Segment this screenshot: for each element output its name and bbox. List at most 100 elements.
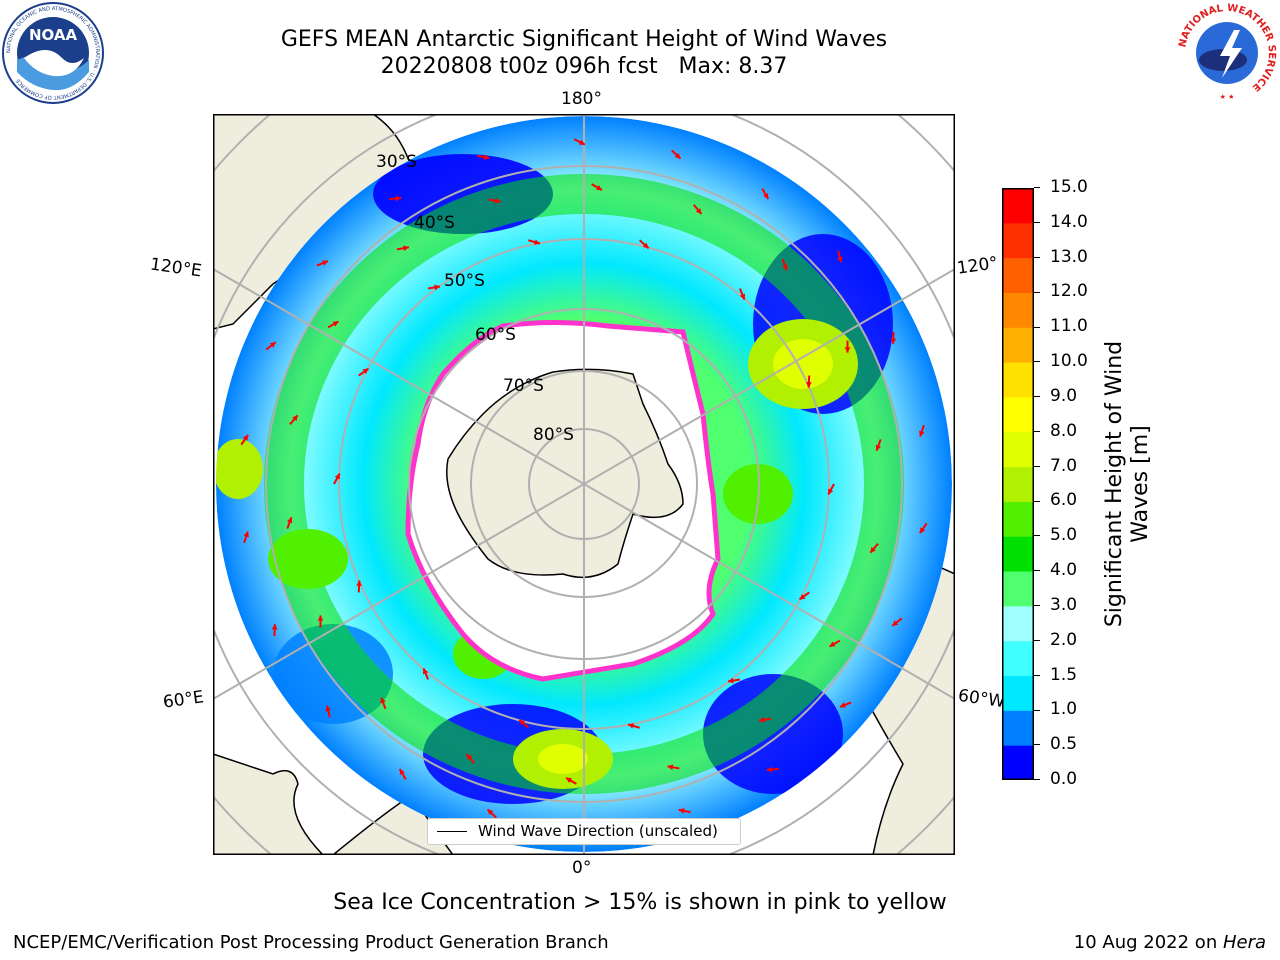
wave-direction-arrowhead	[870, 546, 876, 553]
colorbar-tick	[1034, 500, 1040, 502]
colorbar-tick-label: 1.5	[1050, 664, 1078, 685]
colorbar-segment	[1002, 501, 1034, 537]
colorbar-tick	[1034, 326, 1040, 328]
colorbar-segment	[1002, 222, 1034, 259]
wave-direction-arrowhead	[695, 208, 702, 215]
wave-direction-arrowhead	[317, 615, 324, 621]
colorbar-tick	[1034, 291, 1040, 293]
lat-label-80s: 80°S	[533, 425, 574, 445]
colorbar-tick	[1034, 779, 1040, 781]
footer-right: 10 Aug 2022 on Hera	[1073, 932, 1266, 953]
colorbar-segment	[1002, 536, 1034, 572]
wave-direction-arrowhead	[395, 195, 402, 202]
wave-direction-arrowhead	[434, 284, 440, 291]
wave-direction-arrowhead	[422, 668, 429, 675]
lat-label-70s: 70°S	[503, 376, 544, 396]
colorbar-segment	[1002, 466, 1034, 502]
wave-direction-arrowhead	[494, 197, 501, 204]
colorbar-segment	[1002, 396, 1034, 433]
wave-direction-arrowhead	[534, 239, 540, 245]
wave-direction-arrowhead	[334, 473, 340, 480]
colorbar-segment	[1002, 431, 1034, 468]
wave-direction-arrowhead	[766, 766, 773, 773]
wave-direction-arrowhead	[466, 753, 473, 760]
wave-direction-arrowhead	[565, 777, 572, 784]
svg-text:NOAA: NOAA	[29, 26, 78, 44]
colorbar-tick	[1034, 605, 1040, 607]
wave-direction-arrowhead	[829, 641, 836, 647]
colorbar-segment	[1002, 292, 1034, 328]
colorbar-tick	[1034, 570, 1040, 572]
colorbar-tick-label: 10.0	[1050, 351, 1088, 372]
wave-direction-arrowhead	[243, 531, 249, 538]
wave-direction-arrowhead	[875, 444, 882, 451]
wave-direction-arrowhead	[380, 697, 386, 704]
colorbar-tick-label: 4.0	[1050, 560, 1078, 581]
noaa-logo: NOAA NATIONAL OCEANIC AND ATMOSPHERIC AD…	[2, 2, 104, 104]
colorbar-segment	[1002, 327, 1034, 363]
wave-direction-arrowhead	[269, 342, 276, 348]
wave-direction-arrowhead	[763, 192, 769, 199]
wave-direction-arrowhead	[806, 382, 812, 388]
nws-logo: NATIONAL WEATHER SERVICE ★ ★	[1176, 2, 1278, 104]
wave-direction-arrowhead	[759, 716, 765, 723]
wave-direction-arrowhead	[728, 677, 734, 684]
lon-label-0: 0°	[572, 858, 592, 878]
legend-label: Wind Wave Direction (unscaled)	[478, 822, 718, 840]
wave-direction-arrowhead	[674, 152, 681, 159]
colorbar-segment	[1002, 640, 1034, 677]
colorbar-tick-label: 13.0	[1050, 246, 1088, 267]
wave-direction-arrowhead	[325, 705, 331, 712]
legend-line-icon	[437, 831, 467, 832]
colorbar-tick-label: 11.0	[1050, 316, 1088, 337]
colorbar-tick-label: 3.0	[1050, 594, 1078, 615]
wave-direction-arrowhead	[362, 368, 369, 374]
colorbar-tick	[1034, 361, 1040, 363]
colorbar-tick-label: 0.5	[1050, 734, 1078, 755]
wave-direction-arrowhead	[837, 256, 843, 263]
wave-direction-arrowhead	[399, 769, 405, 776]
map-legend: Wind Wave Direction (unscaled)	[427, 818, 741, 845]
lat-label-50s: 50°S	[444, 271, 485, 291]
wave-direction-arrowhead	[332, 321, 339, 327]
lon-label-120e: 120°E	[148, 254, 203, 282]
colorbar-tick	[1034, 396, 1040, 398]
graticule	[213, 114, 955, 855]
wave-direction-arrowhead	[739, 293, 746, 300]
colorbar-ticks: 0.0 0.5 1.0 1.5 2.0 3.0 4.0 5.0 6.0 7.0 8.0 9.0 10.0…	[1034, 177, 1104, 789]
wave-direction-arrowhead	[667, 764, 674, 771]
colorbar-tick-label: 12.0	[1050, 281, 1088, 302]
wave-direction-arrowhead	[403, 245, 409, 252]
colorbar-tick-label: 6.0	[1050, 490, 1078, 511]
colorbar-tick-label: 5.0	[1050, 525, 1078, 546]
wave-direction-arrowhead	[890, 338, 897, 344]
svg-text:★ ★: ★ ★	[1220, 93, 1235, 101]
polar-map	[213, 114, 955, 855]
colorbar-tick	[1034, 187, 1040, 189]
wave-direction-arrowhead	[919, 430, 925, 437]
lon-label-180: 180°	[561, 89, 602, 109]
wave-direction-arrowhead	[483, 154, 490, 160]
lat-label-40s: 40°S	[414, 213, 455, 233]
wave-direction-arrowhead	[242, 434, 249, 441]
land-africa	[213, 753, 325, 855]
chart-subtitle: 20220808 t00z 096h fcst Max: 8.37	[380, 54, 788, 79]
colorbar-tick-label: 9.0	[1050, 385, 1078, 406]
wave-direction-arrowhead	[292, 415, 298, 422]
wave-direction-arrowhead	[678, 808, 685, 814]
sea-ice-caption: Sea Ice Concentration > 15% is shown in …	[333, 890, 947, 915]
footer-left: NCEP/EMC/Verification Post Processing Pr…	[13, 932, 609, 953]
colorbar-segment	[1002, 745, 1034, 781]
colorbar-tick	[1034, 535, 1040, 537]
colorbar-tick	[1034, 674, 1040, 676]
wave-direction-arrowhead	[628, 723, 634, 729]
wave-direction-arrowhead	[519, 719, 526, 726]
colorbar-tick-label: 15.0	[1050, 177, 1088, 197]
wave-direction-arrowhead	[782, 264, 788, 271]
wave-direction-arrowhead	[356, 580, 362, 586]
wave-direction-arrowhead	[286, 517, 293, 524]
colorbar-segment	[1002, 675, 1034, 711]
lon-label-60w: 60°W	[956, 685, 1007, 713]
colorbar	[1002, 188, 1034, 781]
colorbar-tick-label: 7.0	[1050, 455, 1078, 476]
